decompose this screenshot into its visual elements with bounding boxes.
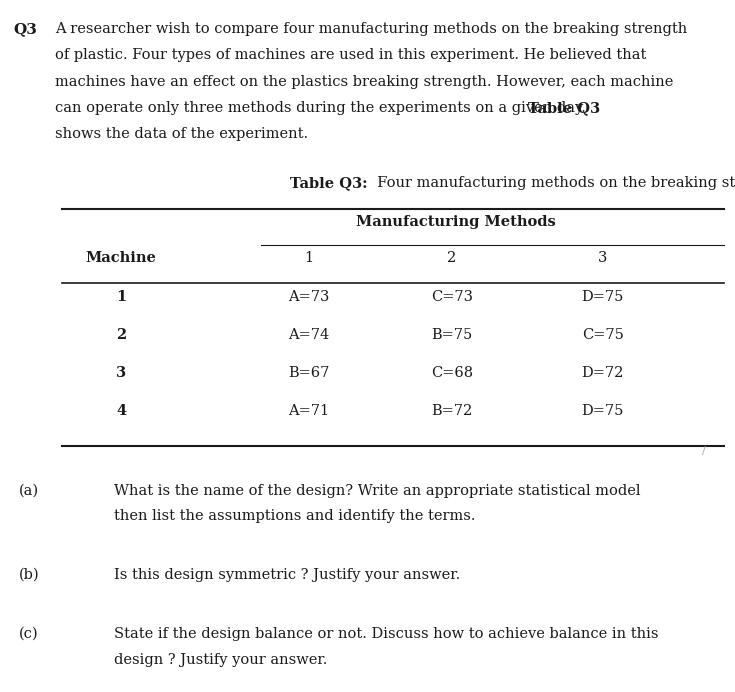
Text: can operate only three methods during the experiments on a given day.: can operate only three methods during th… — [55, 101, 591, 115]
Text: A=71: A=71 — [288, 404, 329, 418]
Text: (b): (b) — [18, 568, 39, 582]
Text: 2: 2 — [448, 251, 456, 264]
Text: State if the design balance or not. Discuss how to achieve balance in this: State if the design balance or not. Disc… — [114, 627, 659, 641]
Text: /: / — [702, 446, 706, 456]
Text: design ? Justify your answer.: design ? Justify your answer. — [114, 653, 327, 666]
Text: A=74: A=74 — [288, 328, 329, 342]
Text: A researcher wish to compare four manufacturing methods on the breaking strength: A researcher wish to compare four manufa… — [55, 22, 687, 36]
Text: Machine: Machine — [86, 251, 157, 264]
Text: 3: 3 — [116, 366, 126, 380]
Text: C=75: C=75 — [582, 328, 623, 342]
Text: D=75: D=75 — [581, 404, 624, 418]
Text: A=73: A=73 — [288, 290, 329, 304]
Text: Is this design symmetric ? Justify your answer.: Is this design symmetric ? Justify your … — [114, 568, 460, 582]
Text: 1: 1 — [116, 290, 126, 304]
Text: of plastic. Four types of machines are used in this experiment. He believed that: of plastic. Four types of machines are u… — [55, 48, 647, 62]
Text: Manufacturing Methods: Manufacturing Methods — [356, 215, 556, 228]
Text: C=68: C=68 — [431, 366, 473, 380]
Text: Q3: Q3 — [13, 22, 37, 36]
Text: Table Q3: Table Q3 — [528, 101, 600, 115]
Text: 3: 3 — [598, 251, 607, 264]
Text: B=75: B=75 — [431, 328, 473, 342]
Text: (a): (a) — [18, 484, 38, 498]
Text: shows the data of the experiment.: shows the data of the experiment. — [55, 127, 308, 141]
Text: (c): (c) — [18, 627, 38, 641]
Text: C=73: C=73 — [431, 290, 473, 304]
Text: 1: 1 — [304, 251, 313, 264]
Text: Four manufacturing methods on the breaking strength of plastic: Four manufacturing methods on the breaki… — [368, 176, 735, 190]
Text: D=75: D=75 — [581, 290, 624, 304]
Text: Table Q3:: Table Q3: — [290, 176, 368, 190]
Text: machines have an effect on the plastics breaking strength. However, each machine: machines have an effect on the plastics … — [55, 75, 673, 89]
Text: 4: 4 — [116, 404, 126, 418]
Text: B=72: B=72 — [431, 404, 473, 418]
Text: D=72: D=72 — [581, 366, 624, 380]
Text: then list the assumptions and identify the terms.: then list the assumptions and identify t… — [114, 509, 476, 523]
Text: B=67: B=67 — [288, 366, 329, 380]
Text: 2: 2 — [116, 328, 126, 342]
Text: What is the name of the design? Write an appropriate statistical model: What is the name of the design? Write an… — [114, 484, 640, 498]
